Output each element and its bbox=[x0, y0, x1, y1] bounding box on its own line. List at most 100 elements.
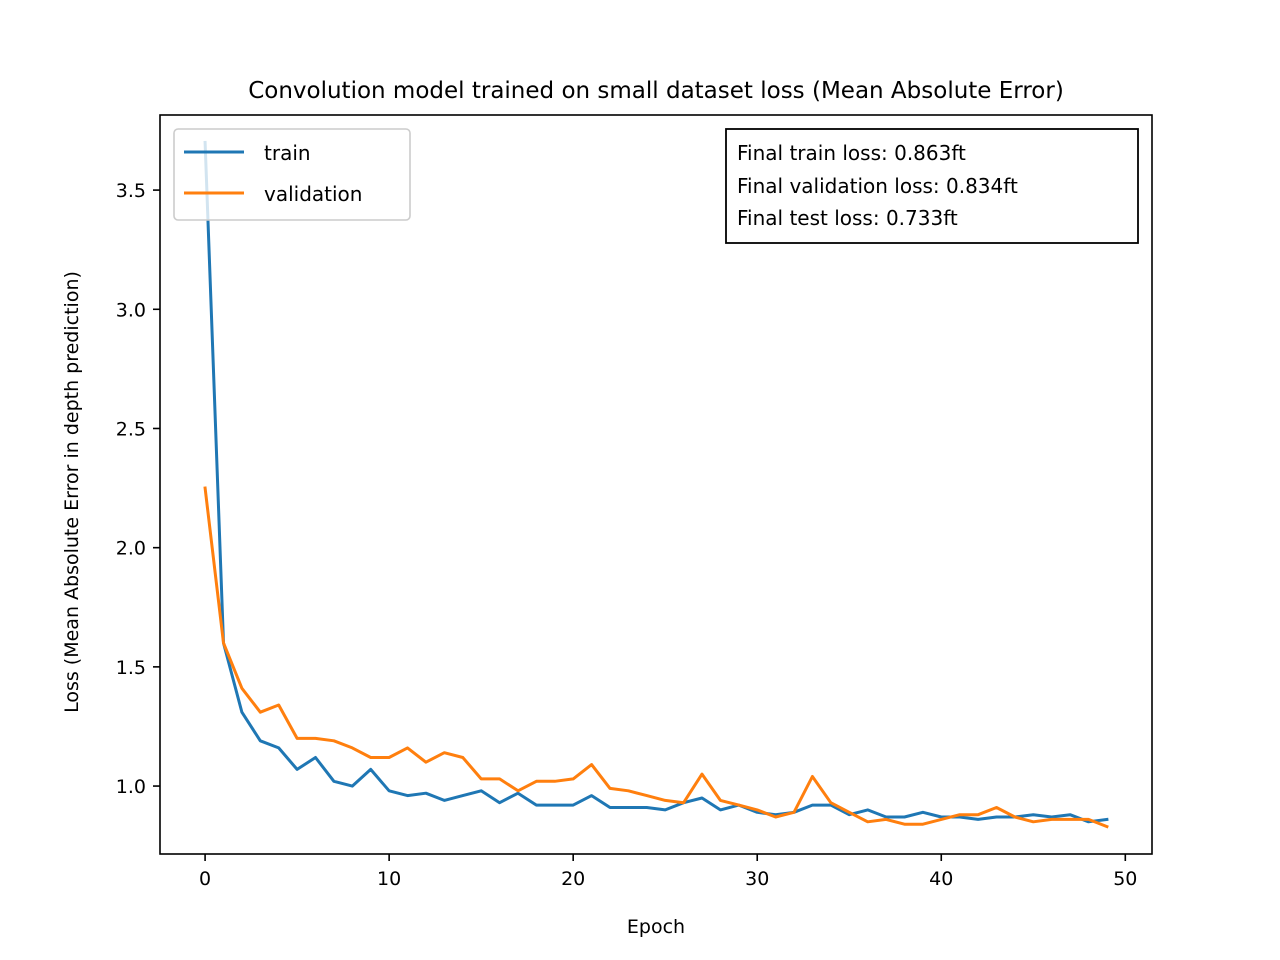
y-axis-ticks: 1.0 1.5 2.0 2.5 3.0 3.5 bbox=[116, 180, 160, 798]
data-point-validation-46 bbox=[1051, 818, 1053, 821]
data-point-validation-17 bbox=[517, 790, 519, 792]
data-point-train-40 bbox=[940, 816, 942, 818]
data-point-validation-39 bbox=[922, 823, 924, 825]
final-loss-annotation: Final train loss: 0.863ft Final validati… bbox=[725, 128, 1139, 244]
data-point-validation-18 bbox=[535, 780, 538, 782]
data-point-train-5 bbox=[296, 768, 298, 771]
y-tick-label: 2.5 bbox=[116, 418, 146, 440]
data-point-train-31 bbox=[775, 814, 777, 816]
data-point-train-39 bbox=[922, 811, 924, 813]
data-point-validation-4 bbox=[278, 704, 280, 706]
data-point-train-19 bbox=[554, 804, 556, 806]
data-point-validation-7 bbox=[333, 740, 335, 742]
data-point-validation-49 bbox=[1106, 826, 1108, 828]
x-tick-label: 40 bbox=[929, 868, 953, 890]
series-line-validation bbox=[203, 486, 1109, 829]
annotation-box bbox=[725, 128, 1139, 244]
data-point-validation-10 bbox=[388, 756, 390, 759]
data-point-validation-19 bbox=[554, 780, 556, 782]
data-point-train-7 bbox=[333, 780, 335, 782]
annotation-line-train: Final train loss: 0.863ft bbox=[737, 141, 966, 165]
data-point-train-4 bbox=[278, 747, 280, 749]
data-point-train-18 bbox=[535, 804, 538, 806]
data-point-validation-12 bbox=[425, 761, 427, 763]
data-point-train-27 bbox=[701, 797, 703, 799]
data-point-validation-32 bbox=[793, 811, 795, 813]
data-point-validation-29 bbox=[738, 804, 740, 806]
data-point-train-11 bbox=[406, 795, 409, 797]
data-point-validation-11 bbox=[406, 747, 409, 749]
annotation-line-test: Final test loss: 0.733ft bbox=[737, 206, 958, 230]
data-point-validation-20 bbox=[572, 778, 574, 780]
data-point-validation-21 bbox=[591, 764, 593, 766]
x-tick-label: 50 bbox=[1113, 868, 1137, 890]
data-point-train-46 bbox=[1051, 816, 1053, 818]
annotation-line-validation: Final validation loss: 0.834ft bbox=[737, 174, 1018, 198]
chart-title: Convolution model trained on small datas… bbox=[248, 78, 1064, 104]
data-point-train-6 bbox=[314, 756, 317, 759]
data-point-validation-38 bbox=[903, 823, 906, 825]
data-point-validation-9 bbox=[370, 756, 372, 759]
x-tick-label: 10 bbox=[377, 868, 401, 890]
legend-train-label: train bbox=[264, 141, 311, 165]
data-point-train-13 bbox=[443, 799, 445, 802]
data-point-validation-14 bbox=[462, 756, 464, 759]
data-point-train-33 bbox=[811, 804, 814, 806]
x-tick-label: 30 bbox=[745, 868, 769, 890]
data-point-train-8 bbox=[351, 785, 353, 787]
data-point-validation-44 bbox=[1014, 816, 1016, 818]
series-layer bbox=[203, 140, 1109, 829]
data-point-train-34 bbox=[830, 804, 832, 806]
data-point-validation-13 bbox=[443, 752, 445, 754]
data-point-train-10 bbox=[388, 790, 390, 792]
x-tick-label: 20 bbox=[561, 868, 585, 890]
data-point-validation-33 bbox=[811, 775, 814, 778]
data-point-train-30 bbox=[756, 811, 758, 813]
data-point-validation-28 bbox=[719, 799, 722, 802]
x-tick-label: 0 bbox=[199, 868, 211, 890]
data-point-validation-30 bbox=[756, 809, 758, 811]
plot-frame bbox=[159, 114, 1153, 855]
data-point-validation-36 bbox=[867, 821, 869, 823]
data-point-validation-6 bbox=[314, 737, 317, 740]
y-axis-label: Loss (Mean Absolute Error in depth predi… bbox=[61, 271, 83, 713]
data-point-train-3 bbox=[259, 740, 261, 742]
y-tick-label: 2.0 bbox=[116, 538, 146, 560]
data-point-train-28 bbox=[719, 809, 722, 811]
data-point-validation-22 bbox=[609, 787, 611, 790]
data-point-train-14 bbox=[462, 795, 464, 797]
y-tick-label: 1.0 bbox=[116, 776, 146, 798]
data-point-train-49 bbox=[1106, 818, 1108, 821]
data-point-train-12 bbox=[425, 792, 427, 794]
data-point-validation-24 bbox=[646, 795, 648, 797]
legend-validation-label: validation bbox=[264, 182, 362, 206]
data-point-train-38 bbox=[903, 816, 906, 818]
data-point-validation-48 bbox=[1087, 818, 1090, 821]
y-tick-label: 1.5 bbox=[116, 657, 146, 679]
data-point-train-43 bbox=[995, 816, 998, 818]
data-point-validation-27 bbox=[701, 773, 703, 775]
x-axis-label: Epoch bbox=[627, 916, 685, 938]
data-point-train-21 bbox=[591, 795, 593, 797]
data-point-train-35 bbox=[848, 814, 850, 816]
data-point-train-25 bbox=[664, 809, 666, 811]
data-point-train-37 bbox=[885, 816, 887, 818]
data-point-validation-15 bbox=[480, 778, 482, 780]
data-point-train-22 bbox=[609, 806, 611, 809]
data-point-train-24 bbox=[646, 806, 648, 809]
data-point-validation-23 bbox=[627, 790, 630, 792]
data-point-validation-2 bbox=[241, 687, 243, 689]
data-point-train-17 bbox=[517, 792, 519, 794]
data-point-train-45 bbox=[1032, 814, 1034, 816]
x-axis-ticks: 0 10 20 30 40 50 bbox=[199, 854, 1137, 890]
data-point-validation-5 bbox=[296, 737, 298, 740]
data-point-validation-31 bbox=[775, 816, 777, 818]
data-point-validation-16 bbox=[499, 778, 501, 780]
legend: train validation bbox=[173, 128, 411, 221]
data-point-validation-25 bbox=[664, 799, 666, 802]
data-point-validation-34 bbox=[830, 802, 832, 804]
data-point-validation-8 bbox=[351, 747, 353, 749]
data-point-train-9 bbox=[370, 768, 372, 771]
data-point-train-41 bbox=[959, 816, 961, 818]
data-point-train-23 bbox=[627, 806, 630, 809]
